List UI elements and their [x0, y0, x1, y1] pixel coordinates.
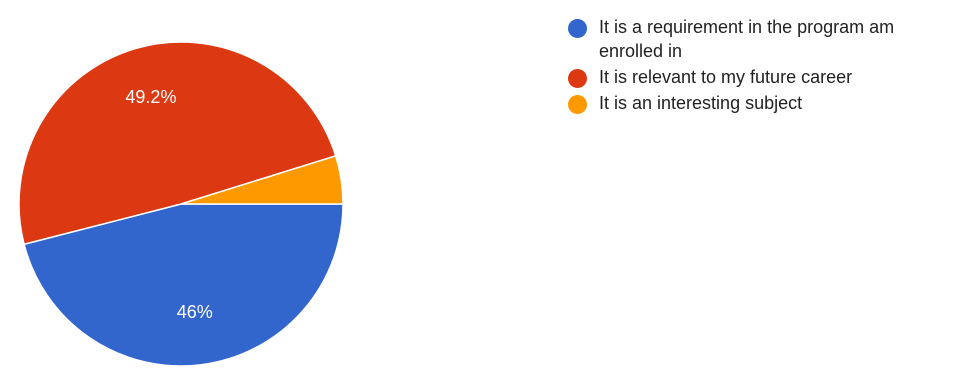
legend-item[interactable]: It is an interesting subject	[568, 91, 960, 115]
legend: It is a requirement in the program am en…	[568, 15, 960, 117]
legend-swatch-icon	[568, 19, 587, 38]
legend-swatch-icon	[568, 95, 587, 114]
pie-slice[interactable]	[23, 203, 344, 367]
legend-label: It is a requirement in the program am en…	[599, 17, 895, 61]
legend-label: It is an interesting subject	[599, 93, 803, 113]
slice-value-label: 46%	[177, 302, 213, 322]
pie-slice[interactable]	[180, 154, 344, 205]
legend-item[interactable]: It is a requirement in the program am en…	[568, 15, 960, 63]
legend-swatch-icon	[568, 69, 587, 88]
legend-label: It is relevant to my future career	[599, 67, 853, 87]
slice-value-label: 49.2%	[125, 87, 176, 107]
pie-chart-plot: 46% 49.2%	[18, 41, 344, 367]
legend-item[interactable]: It is relevant to my future career	[568, 65, 960, 89]
pie-slice[interactable]	[18, 41, 337, 246]
